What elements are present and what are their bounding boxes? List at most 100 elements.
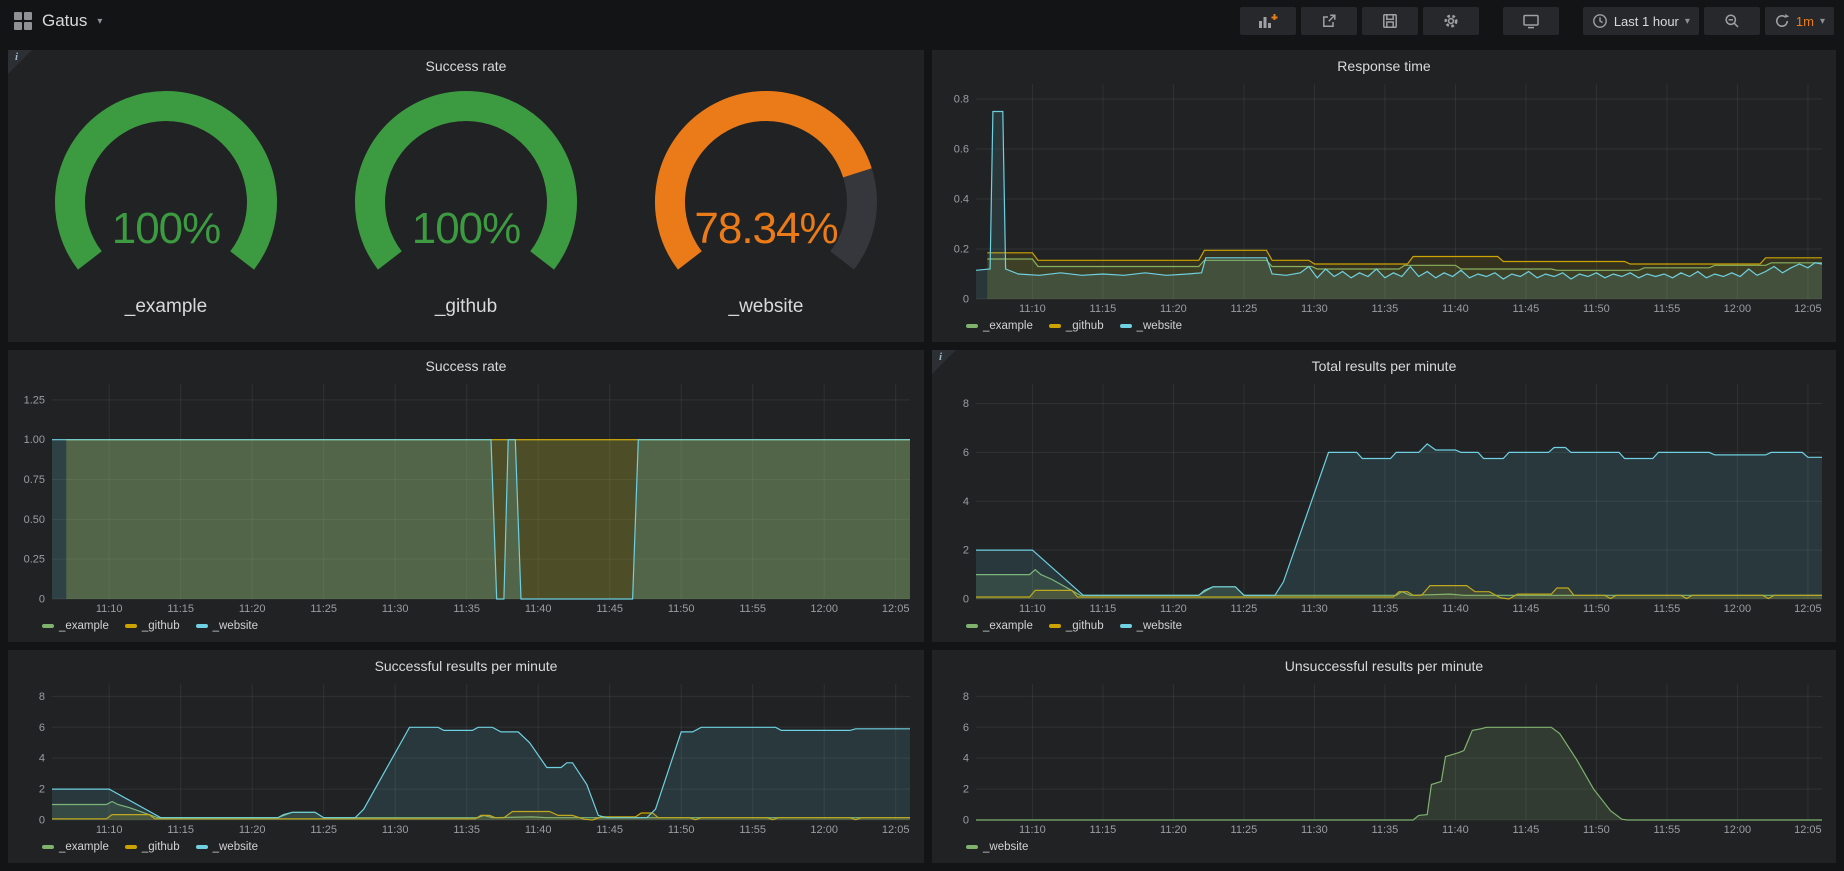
x-axis-label: 11:10 — [1019, 603, 1046, 615]
y-axis-label: 2 — [963, 545, 969, 557]
legend-label: _website — [983, 841, 1029, 853]
series-fill-_example — [976, 569, 1822, 599]
y-axis-label: 4 — [963, 496, 969, 508]
legend-item[interactable]: _example — [42, 620, 109, 632]
chevron-down-icon: ▾ — [97, 15, 103, 27]
save-button[interactable] — [1361, 7, 1418, 35]
x-axis-label: 11:25 — [1231, 603, 1258, 615]
series-line-_website — [976, 443, 1822, 596]
y-axis-label: 4 — [39, 753, 45, 765]
tv-monitor-icon — [1523, 14, 1539, 29]
zoom-out-button[interactable] — [1703, 7, 1760, 35]
panel-title[interactable]: Unsuccessful results per minute — [1284, 658, 1484, 674]
settings-button[interactable] — [1422, 7, 1479, 35]
legend-item[interactable]: _website — [195, 841, 258, 853]
legend-label: _website — [1136, 320, 1182, 332]
legend-swatch — [42, 624, 54, 628]
refresh-icon — [1775, 14, 1790, 27]
x-axis-label: 12:05 — [1794, 303, 1822, 315]
successful-results-chart[interactable]: 11:10 11:15 11:20 11:25 11:30 11:35 11:40 11:45… — [16, 678, 916, 837]
panel-title[interactable]: Successful results per minute — [374, 658, 558, 674]
x-axis-label: 11:30 — [382, 824, 409, 836]
total-results-chart[interactable]: 11:10 11:15 11:20 11:25 11:30 11:35 11:40 11:45… — [940, 378, 1828, 616]
legend-label: _website — [212, 841, 258, 853]
y-axis-label: 6 — [39, 722, 45, 734]
y-axis-label: 0.75 — [24, 474, 45, 486]
legend-item[interactable]: _website — [966, 841, 1028, 853]
x-axis-label: 11:25 — [310, 603, 337, 615]
x-axis-label: 11:45 — [1513, 303, 1540, 315]
x-axis-label: 11:20 — [1160, 303, 1187, 315]
panel-title[interactable]: Total results per minute — [1311, 358, 1457, 374]
x-axis-label: 12:00 — [1724, 303, 1752, 315]
legend-item[interactable]: _website — [195, 620, 258, 632]
x-axis-label: 11:40 — [1442, 303, 1469, 315]
unsuccessful-results-chart[interactable]: 11:10 11:15 11:20 11:25 11:30 11:35 11:40 11:45… — [940, 678, 1828, 837]
y-axis-label: 1.25 — [24, 394, 45, 406]
time-range-picker[interactable]: Last 1 hour ▾ — [1582, 7, 1699, 35]
x-axis-label: 11:10 — [1019, 303, 1046, 315]
logo-square — [24, 12, 32, 20]
gauge-value: 100% — [411, 204, 522, 253]
legend-item[interactable]: _example — [966, 620, 1033, 632]
legend-label: _github — [1065, 620, 1104, 632]
gauge-value: 78.34% — [694, 204, 838, 253]
chart-legend: _website — [940, 837, 1828, 857]
x-axis-label: 11:40 — [525, 603, 552, 615]
x-axis-label: 11:45 — [596, 603, 623, 615]
chart-legend: _example _github _website — [940, 316, 1828, 336]
legend-item[interactable]: _example — [966, 320, 1033, 332]
legend-swatch — [124, 624, 137, 628]
x-axis-label: 11:15 — [167, 824, 194, 836]
share-button[interactable] — [1300, 7, 1357, 35]
panel-response-time: Response time 11:10 11:15 11:20 11:25 11:30 1… — [932, 50, 1836, 342]
legend-item[interactable]: _github — [1048, 320, 1104, 332]
series-fill-_website — [976, 111, 1822, 299]
x-axis-label: 11:55 — [1654, 303, 1681, 315]
zoom-out-icon — [1725, 14, 1739, 28]
series-line-_website — [975, 110, 1823, 280]
refresh-button[interactable]: 1m ▾ — [1764, 7, 1834, 35]
legend-label: _github — [141, 841, 180, 853]
x-axis-label: 11:50 — [668, 603, 695, 615]
x-axis-label: 11:55 — [1654, 824, 1681, 836]
y-axis-label: 0.25 — [24, 554, 45, 566]
panel-title[interactable]: Success rate — [425, 58, 507, 74]
legend-label: _github — [1065, 320, 1104, 332]
panel-title[interactable]: Success rate — [425, 358, 507, 374]
x-axis-label: 11:40 — [1442, 603, 1469, 615]
response-time-chart[interactable]: 11:10 11:15 11:20 11:25 11:30 11:35 11:40 11:45… — [940, 78, 1828, 316]
chart-legend: _example _github _website — [16, 616, 916, 636]
legend-swatch — [42, 845, 54, 849]
series-fill-_website — [976, 443, 1822, 599]
add-panel-button[interactable] — [1239, 7, 1296, 35]
series-line-_website — [976, 726, 1822, 821]
panel-success-rate-gauges: i Success rate 100% _example 100% _githu… — [8, 50, 924, 342]
legend-item[interactable]: _example — [42, 841, 109, 853]
x-axis-label: 11:45 — [1513, 824, 1540, 836]
x-axis-label: 11:30 — [1301, 303, 1328, 315]
legend-item[interactable]: _github — [1048, 620, 1104, 632]
x-axis-label: 11:30 — [1301, 824, 1328, 836]
dashboard-title[interactable]: Gatus — [42, 11, 88, 30]
legend-item[interactable]: _github — [124, 841, 180, 853]
x-axis-label: 11:45 — [1513, 603, 1540, 615]
legend-swatch — [966, 624, 978, 628]
x-axis-label: 11:10 — [96, 824, 123, 836]
x-axis-label: 11:40 — [1442, 824, 1469, 836]
legend-item[interactable]: _github — [124, 620, 180, 632]
cycle-view-button[interactable] — [1502, 7, 1559, 35]
panel-successful-results: Successful results per minute 11:10 11:15… — [8, 650, 924, 863]
gauge-label: _github — [434, 296, 498, 317]
panel-success-rate-graph: Success rate 11:10 11:15 11:20 11:25 11:30 11… — [8, 350, 924, 642]
series-line-_github — [976, 585, 1822, 600]
grafana-logo-grid-icon[interactable] — [14, 12, 32, 30]
y-axis-label: 0.4 — [954, 194, 969, 206]
panel-title[interactable]: Response time — [1337, 58, 1431, 74]
x-axis-label: 12:05 — [1794, 824, 1822, 836]
legend-item[interactable]: _website — [1119, 320, 1182, 332]
legend-item[interactable]: _website — [1119, 620, 1182, 632]
dashboard-grid: i Success rate 100% _example 100% _githu… — [0, 42, 1844, 871]
chart-svg: 11:10 11:15 11:20 11:25 11:30 11:35 11:40 11:45… — [24, 384, 911, 615]
success-rate-chart[interactable]: 11:10 11:15 11:20 11:25 11:30 11:35 11:40 11:45… — [16, 378, 916, 616]
